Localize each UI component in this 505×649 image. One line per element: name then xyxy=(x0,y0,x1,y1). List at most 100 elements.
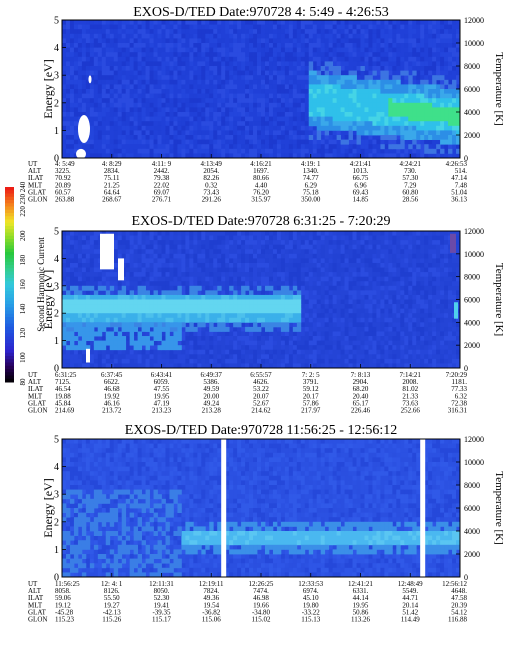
ephemeris-cell: 53.22 xyxy=(253,385,269,393)
ephemeris-cell: 115.26 xyxy=(102,616,121,624)
ephemeris-cell: 51.42 xyxy=(402,608,418,616)
ephemeris-cell: 7.29 xyxy=(404,181,417,189)
ephemeris-cell: 4: 8:29 xyxy=(102,160,122,168)
ephemeris-cell: 46.54 xyxy=(55,385,71,393)
y-tick-label: 3 xyxy=(54,71,59,82)
ephemeris-cell: 7824. xyxy=(203,587,219,595)
ephemeris-cell: 1340. xyxy=(303,167,319,175)
ephemeris-cell: 19.66 xyxy=(253,601,269,609)
chart-panel-2: 0 1 2 3 4 5 Energy [eV] 0 2000 4000 6000 8000 10000 1… xyxy=(28,214,505,415)
ephemeris-cell: 12: 4: 1 xyxy=(101,580,123,588)
ephemeris-cell: 6.29 xyxy=(305,181,318,189)
ephemeris-cell: 70.92 xyxy=(55,174,71,182)
ephemeris-cell: 81.02 xyxy=(402,385,418,393)
colorbar-tick-label: 140 xyxy=(19,303,27,314)
ephemeris-cell: 4:19: 1 xyxy=(301,160,321,168)
colorbar-tick-label: 200 xyxy=(19,230,27,241)
ephemeris-cell: 12:11:31 xyxy=(149,580,174,588)
y-axis-right: 0 2000 4000 6000 8000 10000 12000 Temperature [… xyxy=(456,16,505,163)
ephemeris-cell: 1181. xyxy=(452,378,468,386)
ephemeris-cell: 46.16 xyxy=(104,399,120,407)
ephemeris-cell: 76.20 xyxy=(253,188,269,196)
ephemeris-cell: 7: 8:13 xyxy=(351,371,371,379)
y-right-tick-label: 2000 xyxy=(464,131,480,140)
colorbar-tick-label: 120 xyxy=(19,328,27,339)
ephemeris-row-label: GLON xyxy=(28,196,47,204)
ephemeris-row-label: ILAT xyxy=(28,594,44,602)
ephemeris-cell: -34.80 xyxy=(252,608,271,616)
ephemeris-cell: 82.26 xyxy=(203,174,219,182)
ephemeris-cell: 12:48:49 xyxy=(398,580,423,588)
ephemeris-cell: 213.72 xyxy=(102,407,122,415)
y-tick-label: 2 xyxy=(54,517,59,528)
y-right-tick-label: 4000 xyxy=(464,108,480,117)
ephemeris-row-label: GLAT xyxy=(28,608,47,616)
y-right-tick-label: 8000 xyxy=(464,481,480,490)
y-right-tick-label: 6000 xyxy=(464,504,480,513)
y-right-tick-label: 8000 xyxy=(464,62,480,71)
ephemeris-cell: 1013. xyxy=(353,167,369,175)
ephemeris-cell: 6.32 xyxy=(455,392,468,400)
ephemeris-cell: 49.59 xyxy=(203,385,219,393)
ephemeris-cell: 19.95 xyxy=(154,392,170,400)
ephemeris-cell: 75.11 xyxy=(104,174,120,182)
ephemeris-cell: 20.40 xyxy=(353,392,369,400)
ephemeris-cell: 8126. xyxy=(104,587,120,595)
colorbar-tick-label: 230 xyxy=(19,193,27,204)
ephemeris-cell: 46.98 xyxy=(253,594,269,602)
ephemeris-cell: 20.17 xyxy=(303,392,319,400)
y-axis-left: 0 1 2 3 4 5 Energy [eV] xyxy=(41,227,66,375)
ephemeris-cell: 7.48 xyxy=(455,181,468,189)
y-tick-label: 4 xyxy=(54,462,59,473)
ephemeris-cell: 19.80 xyxy=(303,601,319,609)
ephemeris-cell: 21.25 xyxy=(104,181,120,189)
ephemeris-cell: 730. xyxy=(404,167,417,175)
ephemeris-cell: 80.66 xyxy=(253,174,269,182)
ephemeris-cell: 115.06 xyxy=(202,616,221,624)
colorbar-tick-label: 220 xyxy=(19,206,27,217)
spectrogram-features xyxy=(76,61,461,159)
ephemeris-cell: 6331. xyxy=(353,587,369,595)
ephemeris-cell: 214.69 xyxy=(55,407,75,415)
ephemeris-cell: 54.12 xyxy=(451,608,467,616)
ephemeris-cell: 213.28 xyxy=(202,407,222,415)
y-tick-label: 4 xyxy=(54,254,59,265)
ephemeris-cell: 2834. xyxy=(104,167,120,175)
ephemeris-cell: 49.36 xyxy=(203,594,219,602)
ephemeris-cell: 115.23 xyxy=(55,616,74,624)
y-tick-label: 2 xyxy=(54,98,59,109)
ephemeris-cell: 59.12 xyxy=(303,385,319,393)
y-right-tick-label: 2000 xyxy=(464,341,480,350)
ephemeris-cell: 49.24 xyxy=(203,399,219,407)
ephemeris-cell: -45.28 xyxy=(55,608,74,616)
ephemeris-cell: 115.13 xyxy=(301,616,320,624)
chart-title: EXOS-D/TED Date:970728 6:31:25 - 7:20:29 xyxy=(132,214,391,229)
ephemeris-cell: 7474. xyxy=(253,587,269,595)
ephemeris-row-label: ALT xyxy=(28,167,42,175)
ephemeris-cell: 4:16:21 xyxy=(250,160,272,168)
ephemeris-cell: 69.43 xyxy=(353,188,369,196)
ephemeris-cell: 46.68 xyxy=(104,385,120,393)
y-right-tick-label: 12000 xyxy=(464,16,484,25)
ephemeris-cell: 4:21:41 xyxy=(350,160,372,168)
ephemeris-cell: 45.10 xyxy=(303,594,319,602)
ephemeris-cell: 268.67 xyxy=(102,196,122,204)
ephemeris-cell: 52.30 xyxy=(154,594,170,602)
y-right-tick-label: 10000 xyxy=(464,458,484,467)
ephemeris-cell: 4:13:49 xyxy=(201,160,223,168)
spectrogram-field xyxy=(62,20,461,159)
ephemeris-cell: 2054. xyxy=(203,167,219,175)
ephemeris-cell: 66.75 xyxy=(353,174,369,182)
ephemeris-cell: 21.33 xyxy=(402,392,418,400)
y-tick-label: 5 xyxy=(54,435,59,446)
y-right-tick-label: 12000 xyxy=(464,435,484,444)
ephemeris-cell: 69.07 xyxy=(154,188,170,196)
ephemeris-cell: 50.86 xyxy=(353,608,369,616)
ephemeris-cell: 7:20:29 xyxy=(446,371,468,379)
ephemeris-row-label: ILAT xyxy=(28,174,44,182)
y-tick-label: 2 xyxy=(54,309,59,320)
ephemeris-cell: 3791. xyxy=(303,378,319,386)
ephemeris-cell: 19.95 xyxy=(353,601,369,609)
ephemeris-cell: 36.13 xyxy=(451,196,467,204)
